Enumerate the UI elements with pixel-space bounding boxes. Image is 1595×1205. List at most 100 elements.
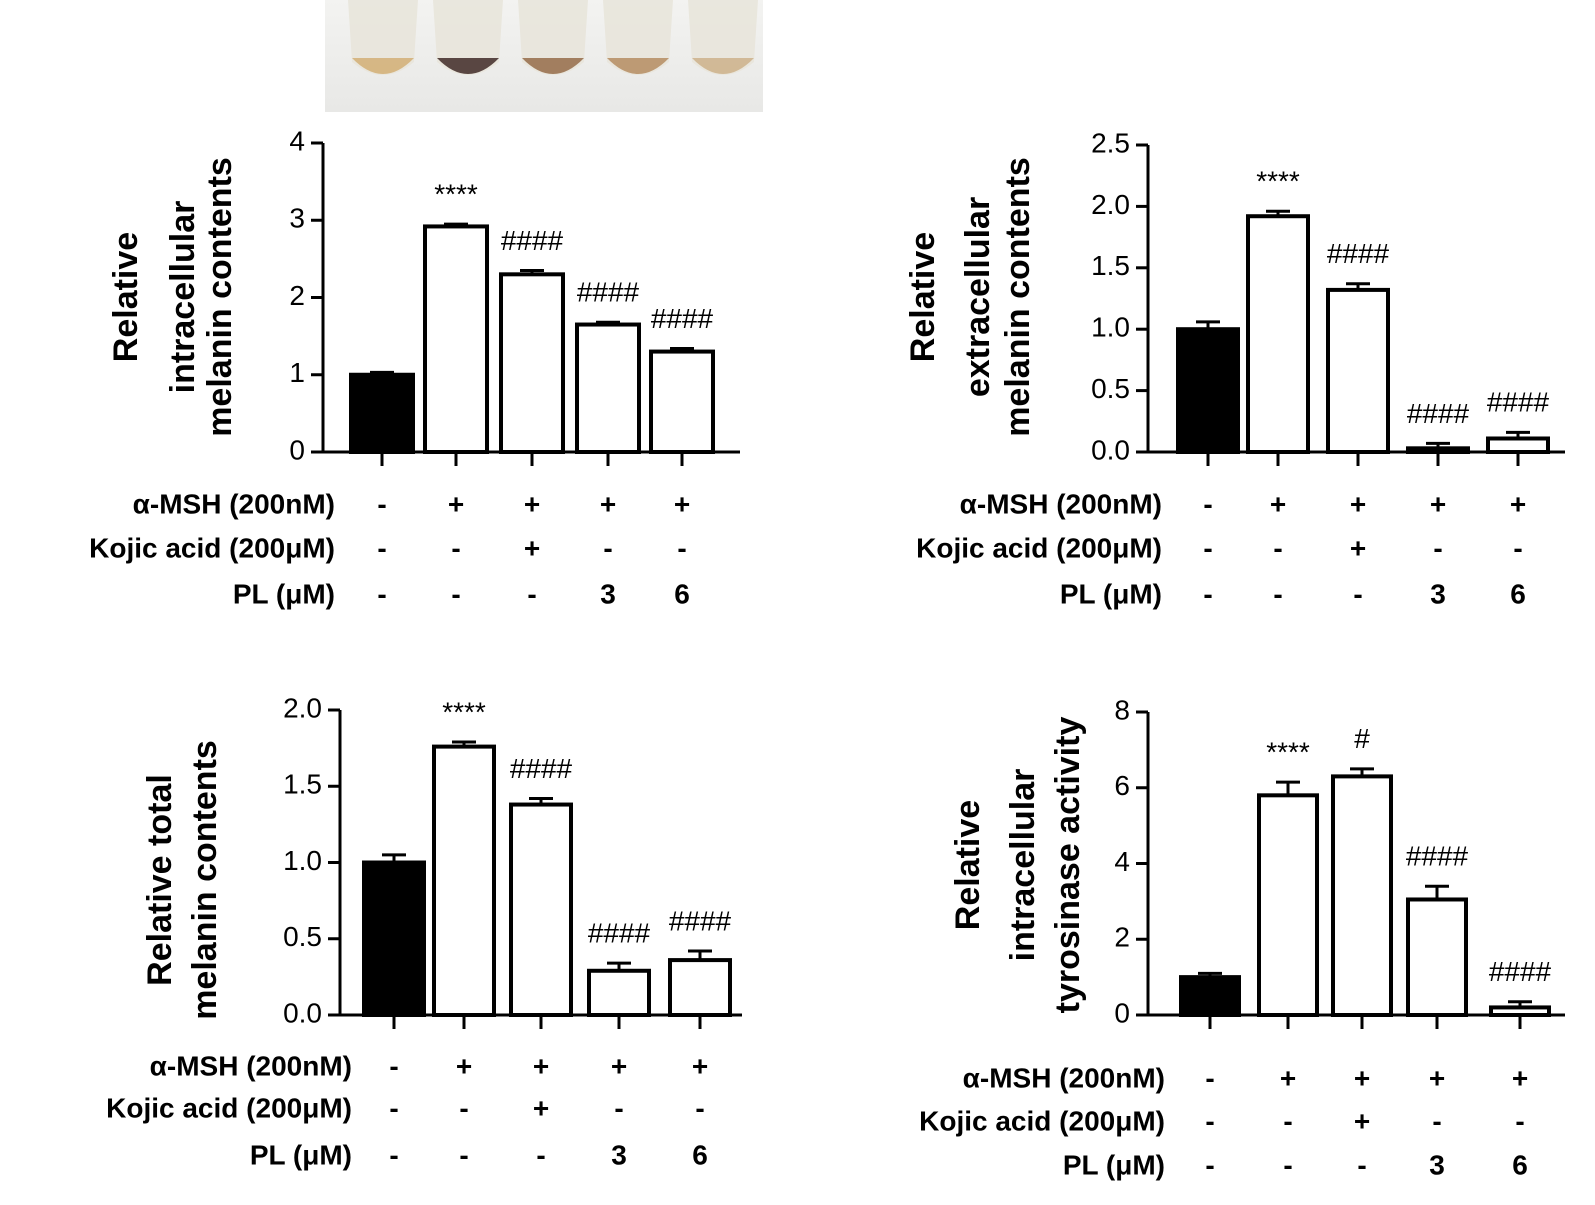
y-axis-label: extracellular: [959, 197, 997, 397]
treatment-level: +: [1354, 1105, 1370, 1136]
y-tick-label: 4: [289, 125, 305, 156]
y-tick-label: 1.0: [283, 845, 322, 876]
significance-label: ####: [669, 905, 732, 936]
treatment-level: -: [1203, 578, 1212, 609]
tube-photo: [325, 0, 763, 112]
treatment-level: +: [1280, 1062, 1296, 1093]
significance-label: ####: [588, 918, 651, 949]
significance-label: ####: [1487, 387, 1550, 418]
y-tick-label: 2.5: [1091, 127, 1130, 158]
treatment-level: -: [1203, 488, 1212, 519]
bar: [1331, 774, 1393, 1018]
treatment-level: -: [1283, 1105, 1292, 1136]
y-axis-label: Relative: [904, 232, 942, 362]
significance-label: ****: [442, 696, 486, 727]
treatment-label: α-MSH (200nM): [963, 1062, 1165, 1093]
treatment-level: +: [524, 488, 540, 519]
treatment-level: -: [536, 1139, 545, 1170]
treatment-label: α-MSH (200nM): [133, 488, 335, 519]
treatment-level: -: [1515, 1105, 1524, 1136]
treatment-level: -: [695, 1092, 704, 1123]
bar: [499, 272, 565, 455]
treatment-level: +: [600, 488, 616, 519]
treatment-level: -: [1357, 1149, 1366, 1180]
significance-label: ####: [501, 225, 564, 256]
y-axis-label: intracellular: [1004, 769, 1042, 962]
treatment-level: -: [389, 1050, 398, 1081]
treatment-level: 6: [692, 1139, 708, 1170]
treatment-level: +: [692, 1050, 708, 1081]
y-tick-label: 6: [1114, 770, 1130, 801]
significance-label: ****: [1266, 736, 1310, 767]
significance-label: ####: [577, 277, 640, 308]
y-tick-label: 2.0: [283, 692, 322, 723]
treatment-level: 3: [1429, 1149, 1445, 1180]
bar: [1486, 436, 1550, 455]
treatment-level: 6: [1512, 1149, 1528, 1180]
treatment-level: -: [1205, 1062, 1214, 1093]
treatment-level: 3: [1430, 578, 1446, 609]
treatment-level: -: [1273, 578, 1282, 609]
treatment-label: Kojic acid (200μM): [106, 1092, 352, 1123]
bar: [1246, 214, 1310, 454]
y-axis-label: Relative total: [141, 774, 179, 986]
treatment-level: -: [677, 532, 686, 563]
treatment-level: +: [1512, 1062, 1528, 1093]
bar: [649, 349, 715, 455]
bar: [587, 968, 651, 1018]
significance-label: ****: [434, 179, 478, 210]
y-tick-label: 0.0: [1091, 434, 1130, 465]
treatment-level: +: [448, 488, 464, 519]
treatment-label: Kojic acid (200μM): [89, 532, 335, 563]
treatment-level: -: [1513, 532, 1522, 563]
y-tick-label: 1.5: [283, 769, 322, 800]
treatment-level: +: [1429, 1062, 1445, 1093]
y-tick-label: 0.0: [283, 997, 322, 1028]
treatment-level: 6: [674, 578, 690, 609]
treatment-level: -: [1432, 1105, 1441, 1136]
treatment-level: +: [1430, 488, 1446, 519]
treatment-level: 3: [600, 578, 616, 609]
significance-label: ####: [1406, 841, 1469, 872]
y-tick-label: 1: [289, 357, 305, 388]
y-axis-label: melanin contents: [186, 740, 224, 1020]
y-tick-label: 1.5: [1091, 250, 1130, 281]
bar: [349, 372, 415, 454]
treatment-label: α-MSH (200nM): [150, 1050, 352, 1081]
treatment-label: PL (μM): [250, 1139, 352, 1170]
significance-label: #: [1354, 723, 1370, 754]
treatment-level: -: [389, 1139, 398, 1170]
treatment-level: +: [1350, 532, 1366, 563]
y-tick-label: 1.0: [1091, 312, 1130, 343]
treatment-level: -: [603, 532, 612, 563]
treatment-level: +: [533, 1092, 549, 1123]
bar: [1257, 793, 1319, 1018]
bar: [1179, 975, 1241, 1017]
treatment-level: +: [611, 1050, 627, 1081]
significance-label: ####: [1489, 956, 1552, 987]
y-axis-label: Relative: [949, 800, 987, 930]
treatment-level: -: [451, 578, 460, 609]
treatment-level: +: [1270, 488, 1286, 519]
treatment-label: PL (μM): [233, 578, 335, 609]
significance-label: ####: [651, 303, 714, 334]
bar: [1406, 897, 1468, 1018]
treatment-level: -: [459, 1139, 468, 1170]
treatment-level: -: [1203, 532, 1212, 563]
treatment-level: -: [1205, 1149, 1214, 1180]
treatment-level: -: [1433, 532, 1442, 563]
bar: [668, 958, 732, 1017]
treatment-level: -: [459, 1092, 468, 1123]
treatment-level: +: [456, 1050, 472, 1081]
bar: [1489, 1005, 1551, 1017]
y-tick-label: 2.0: [1091, 189, 1130, 220]
treatment-level: -: [1353, 578, 1362, 609]
treatment-level: +: [1354, 1062, 1370, 1093]
y-axis-label: tyrosinase activity: [1049, 717, 1087, 1014]
treatment-label: Kojic acid (200μM): [916, 532, 1162, 563]
y-axis-label: Relative: [107, 232, 145, 362]
treatment-level: -: [451, 532, 460, 563]
treatment-label: PL (μM): [1060, 578, 1162, 609]
